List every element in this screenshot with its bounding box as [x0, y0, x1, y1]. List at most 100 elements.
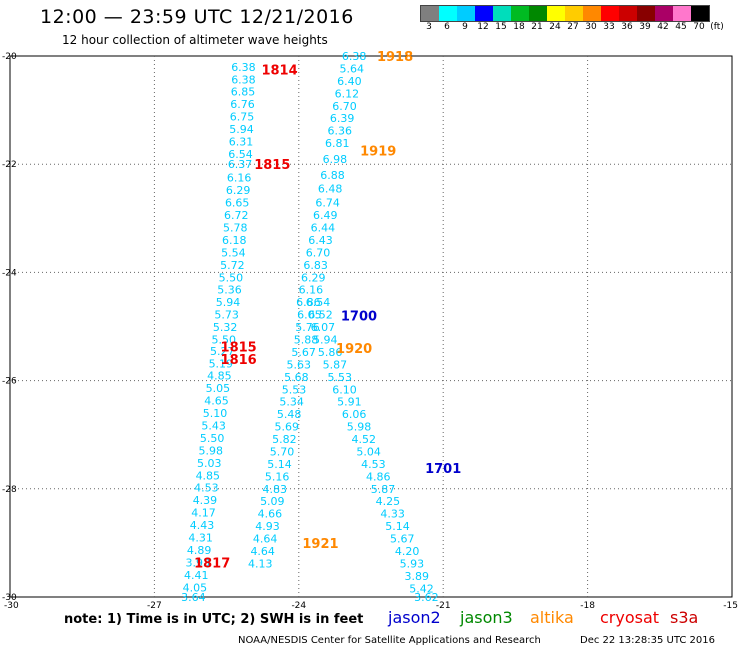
swh-value: 5.67	[390, 533, 415, 546]
credit-line: NOAA/NESDIS Center for Satellite Applica…	[238, 635, 715, 646]
swh-value: 5.32	[213, 321, 238, 334]
swh-value: 4.52	[352, 433, 377, 446]
lat-tick-label: -20	[2, 52, 17, 62]
swh-value: 6.83	[303, 259, 328, 272]
legend-cryosat: cryosat	[600, 608, 660, 627]
swh-value: 4.85	[196, 469, 221, 482]
swh-value: 4.25	[376, 495, 401, 508]
pass-label: 1815	[221, 341, 257, 356]
lon-tick-label: -27	[147, 601, 162, 611]
scale-swatch	[475, 6, 493, 21]
swh-value: 5.69	[275, 421, 300, 434]
swh-value: 6.05	[297, 309, 322, 322]
swh-value: 6.75	[230, 111, 255, 124]
swh-value: 5.48	[277, 408, 302, 421]
swh-value: 3.93	[185, 556, 210, 569]
swh-value: 5.86	[318, 346, 343, 359]
swh-value: 6.29	[301, 271, 326, 284]
swh-value: 5.50	[200, 432, 225, 445]
swh-value: 6.36	[327, 125, 352, 138]
swh-value: 5.98	[347, 421, 372, 434]
swh-value: 4.53	[194, 482, 219, 495]
pass-label: 1701	[425, 462, 461, 477]
credit-org: NOAA/NESDIS Center for Satellite Applica…	[238, 635, 541, 646]
swh-value: 5.03	[197, 457, 222, 470]
swh-value: 5.43	[201, 420, 226, 433]
swh-value: 6.85	[231, 86, 256, 99]
swh-value: 5.87	[371, 483, 396, 496]
swh-value: 4.53	[361, 458, 386, 471]
swh-value: 4.85	[207, 370, 232, 383]
swh-value: 4.66	[258, 508, 283, 521]
scale-label: 12	[477, 22, 489, 32]
map-frame	[9, 55, 733, 598]
swh-value: 5.42	[409, 582, 434, 595]
scale-label: 30	[585, 22, 597, 32]
color-scale-bar	[420, 5, 710, 22]
swh-value: 6.43	[308, 234, 333, 247]
swh-value: 6.44	[311, 221, 336, 234]
swh-value: 5.94	[313, 333, 338, 346]
legend-jason2: jason2	[388, 608, 441, 627]
swh-value: 5.09	[260, 495, 285, 508]
scale-label: 45	[675, 22, 687, 32]
swh-value: 4.64	[250, 545, 275, 558]
scale-swatch	[439, 6, 457, 21]
swh-value: 5.14	[385, 520, 410, 533]
swh-value: 6.48	[318, 183, 343, 196]
pass-label: 1814	[261, 64, 297, 79]
swh-value: 5.67	[291, 346, 316, 359]
pass-label: 1918	[377, 50, 413, 65]
lat-tick-label: -22	[2, 160, 17, 170]
scale-swatch	[601, 6, 619, 21]
swh-value: 6.10	[332, 383, 357, 396]
scale-swatch	[457, 6, 475, 21]
swh-value: 6.31	[229, 135, 254, 148]
scale-swatch	[421, 6, 439, 21]
swh-value: 6.39	[330, 112, 355, 125]
scale-label: 21	[531, 22, 543, 32]
swh-value: 6.88	[320, 169, 345, 182]
swh-value: 4.83	[262, 483, 287, 496]
scale-swatch	[529, 6, 547, 21]
swh-value: 5.93	[400, 557, 425, 570]
scale-label: 42	[657, 22, 669, 32]
swh-value: 5.54	[221, 246, 246, 259]
swh-value: 5.04	[356, 445, 381, 458]
lon-tick-label: -15	[723, 601, 738, 611]
swh-value: 6.16	[299, 284, 324, 297]
swh-value: 6.37	[228, 158, 253, 171]
swh-value: 3.62	[414, 591, 439, 604]
scale-swatch	[655, 6, 673, 21]
chart-subtitle: 12 hour collection of altimeter wave hei…	[62, 33, 328, 47]
legend-s3a: s3a	[670, 608, 699, 627]
swh-value: 6.86	[296, 296, 321, 309]
swh-value: 6.70	[306, 246, 331, 259]
swh-value: 5.50	[211, 333, 236, 346]
swh-value: 4.31	[188, 531, 213, 544]
swh-value: 6.06	[342, 408, 367, 421]
swh-value: 5.10	[203, 407, 228, 420]
swh-value: 6.54	[228, 148, 253, 161]
swh-value: 3.64	[181, 591, 206, 604]
scale-swatch	[511, 6, 529, 21]
swh-value: 5.94	[216, 296, 241, 309]
swh-value: 5.16	[265, 470, 290, 483]
swh-value: 4.20	[395, 545, 420, 558]
swh-value: 5.53	[282, 383, 307, 396]
swh-value: 5.27	[210, 345, 235, 358]
swh-value: 6.52	[308, 309, 333, 322]
pass-label: 1817	[194, 556, 230, 571]
swh-value: 6.12	[335, 87, 360, 100]
swh-value: 5.91	[337, 396, 362, 409]
scale-label: (ft)	[710, 22, 724, 32]
swh-value: 6.07	[311, 321, 336, 334]
scale-label: 33	[603, 22, 615, 32]
swh-value: 5.82	[272, 433, 297, 446]
lat-tick-label: -28	[2, 485, 17, 495]
pass-label: 1921	[302, 537, 338, 552]
scale-swatch	[565, 6, 583, 21]
swh-value: 5.53	[327, 371, 352, 384]
swh-value: 5.94	[229, 123, 254, 136]
swh-value: 6.72	[224, 209, 249, 222]
